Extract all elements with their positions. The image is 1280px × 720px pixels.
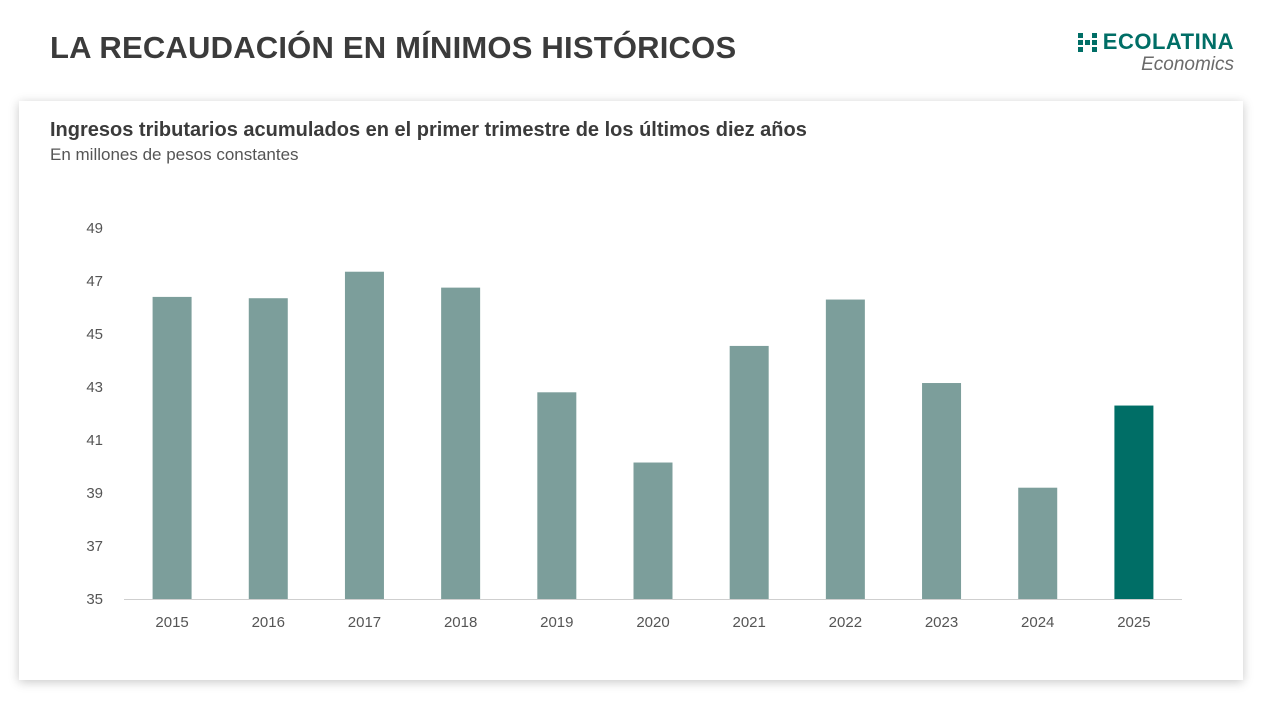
chart-title: Ingresos tributarios acumulados en el pr… [50,119,807,141]
bar-2021 [729,345,769,599]
y-tick-label: 37 [86,538,103,555]
logo-wordmark: ECOLATINA [1102,29,1234,54]
x-tick-label: 2015 [155,614,188,631]
logo-grid-icon [1077,32,1097,52]
brand-logo: ECOLATINA Economics [1077,29,1234,76]
bar-2022 [825,299,865,599]
bar-2025 [1114,405,1154,599]
x-tick-label: 2024 [1021,614,1054,631]
x-tick-label: 2017 [348,614,381,631]
x-tick-label: 2025 [1117,614,1150,631]
bar-2018 [441,287,481,599]
bar-chart: 35 37 39 41 43 45 47 49 2015 2016 2017 2018 2019 2020… [86,220,1182,631]
x-tick-label: 2021 [732,614,765,631]
y-tick-label: 45 [86,326,103,343]
page-title: LA RECAUDACIÓN EN MÍNIMOS HISTÓRICOS [50,30,737,65]
x-tick-label: 2019 [540,614,573,631]
bar-2016 [248,298,288,599]
bar-2020 [633,462,673,599]
y-tick-label: 35 [86,591,103,608]
chart-card: Ingresos tributarios acumulados en el pr… [19,101,1243,680]
bar-2024 [1018,487,1058,599]
x-tick-label: 2020 [636,614,669,631]
bar-2015 [152,296,192,599]
x-tick-label: 2023 [925,614,958,631]
x-tick-label: 2016 [252,614,285,631]
y-tick-label: 43 [86,379,103,396]
y-tick-label: 39 [86,485,103,502]
y-tick-label: 41 [86,432,103,449]
chart-subtitle: En millones de pesos constantes [50,145,299,164]
x-tick-label: 2022 [829,614,862,631]
bar-2019 [537,392,577,599]
y-tick-label: 49 [86,220,103,237]
logo-tagline: Economics [1141,54,1234,75]
bar-2017 [344,271,384,599]
y-tick-label: 47 [86,273,103,290]
x-tick-label: 2018 [444,614,477,631]
bar-2023 [922,383,962,599]
